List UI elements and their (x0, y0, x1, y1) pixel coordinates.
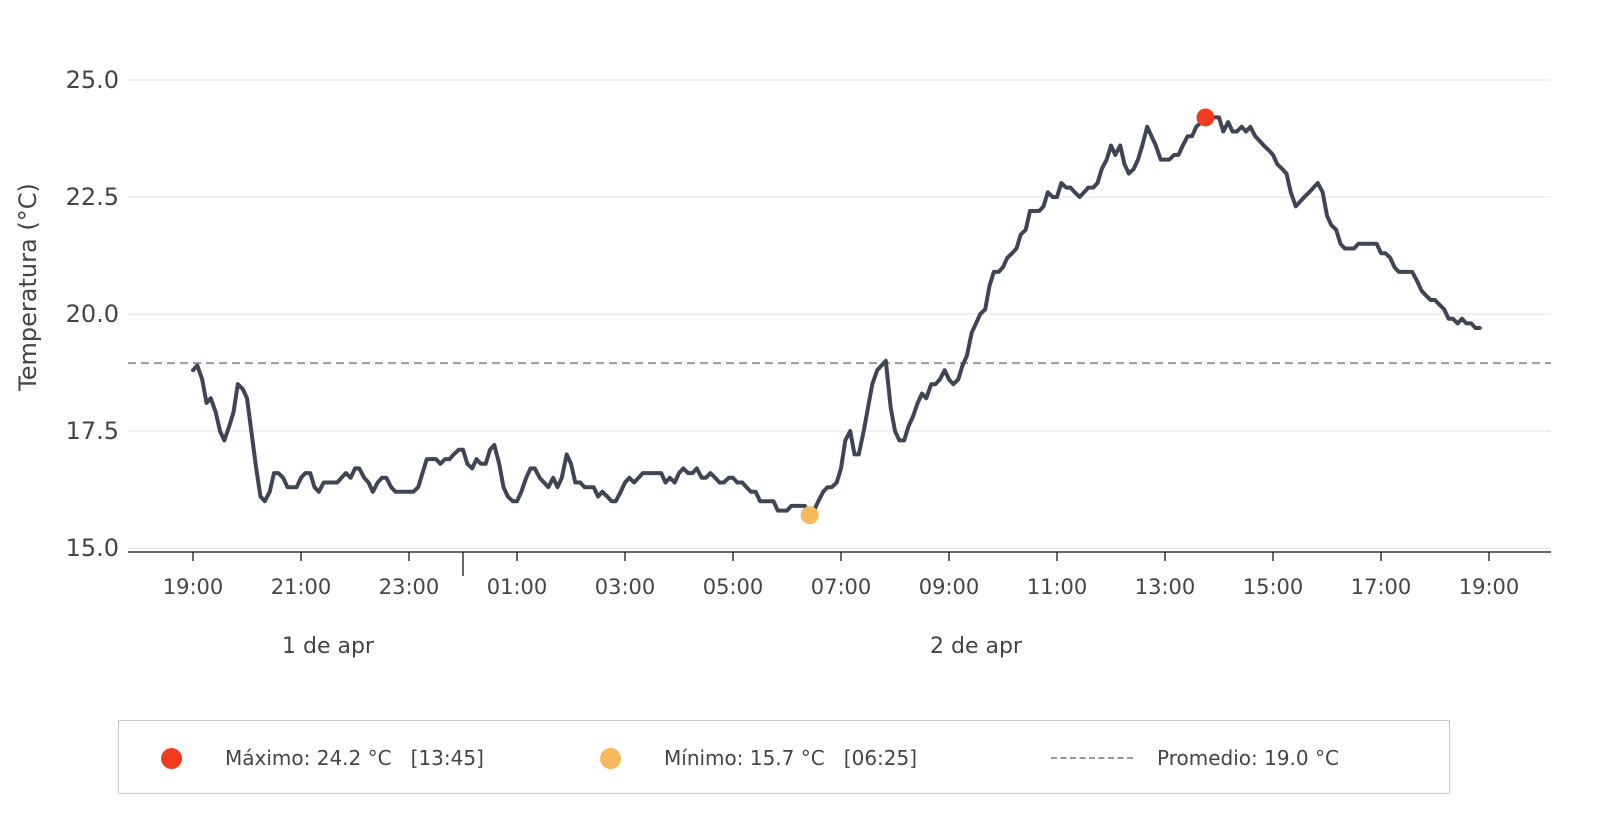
markers (800, 108, 1215, 525)
legend: Máximo: 24.2 °C [13:45] Mínimo: 15.7 °C … (118, 720, 1450, 794)
legend-min-label: Mínimo: 15.7 °C [06:25] (664, 746, 918, 770)
y-tick-label: 17.5 (66, 417, 119, 445)
dashed-line-icon (1051, 757, 1133, 759)
x-tick-label: 17:00 (1351, 575, 1412, 599)
legend-average-label: Promedio: 19.0 °C (1157, 746, 1339, 770)
x-tick-label: 07:00 (811, 575, 872, 599)
axes: 15.0 17.5 20.0 22.5 25.0 19:00 21:00 23:00 01:00… (66, 66, 1551, 599)
y-tick-label: 22.5 (66, 183, 119, 211)
x-tick-label: 05:00 (703, 575, 764, 599)
y-tick-label: 20.0 (66, 300, 119, 328)
date-label-day2: 2 de apr (930, 634, 1023, 659)
y-tick-label: 25.0 (66, 66, 119, 94)
x-tick-label: 03:00 (595, 575, 656, 599)
min-marker-icon (600, 747, 621, 769)
series-layer (191, 115, 1482, 518)
x-tick-label: 19:00 (163, 575, 224, 599)
min-point-marker (800, 506, 819, 525)
legend-item-min: Mínimo: 15.7 °C [06:25] (600, 721, 917, 795)
legend-item-average: Promedio: 19.0 °C (1051, 721, 1339, 795)
x-tick-label: 09:00 (919, 575, 980, 599)
max-marker-icon (161, 747, 182, 769)
x-tick-label: 21:00 (271, 575, 332, 599)
x-tick-label: 01:00 (487, 575, 548, 599)
temperature-line (191, 115, 1482, 518)
legend-item-max: Máximo: 24.2 °C [13:45] (161, 721, 484, 795)
date-label-day1: 1 de apr (282, 634, 375, 659)
legend-max-label: Máximo: 24.2 °C [13:45] (225, 746, 484, 770)
y-tick-label: 15.0 (66, 534, 119, 562)
x-tick-label: 23:00 (379, 575, 440, 599)
x-tick-label: 11:00 (1027, 575, 1088, 599)
y-axis-title: Temperatura (°C) (14, 183, 42, 392)
x-tick-label: 13:00 (1135, 575, 1196, 599)
max-point-marker (1196, 108, 1215, 127)
grid-lines (128, 79, 1551, 549)
x-tick-label: 19:00 (1459, 575, 1520, 599)
x-tick-label: 15:00 (1243, 575, 1304, 599)
